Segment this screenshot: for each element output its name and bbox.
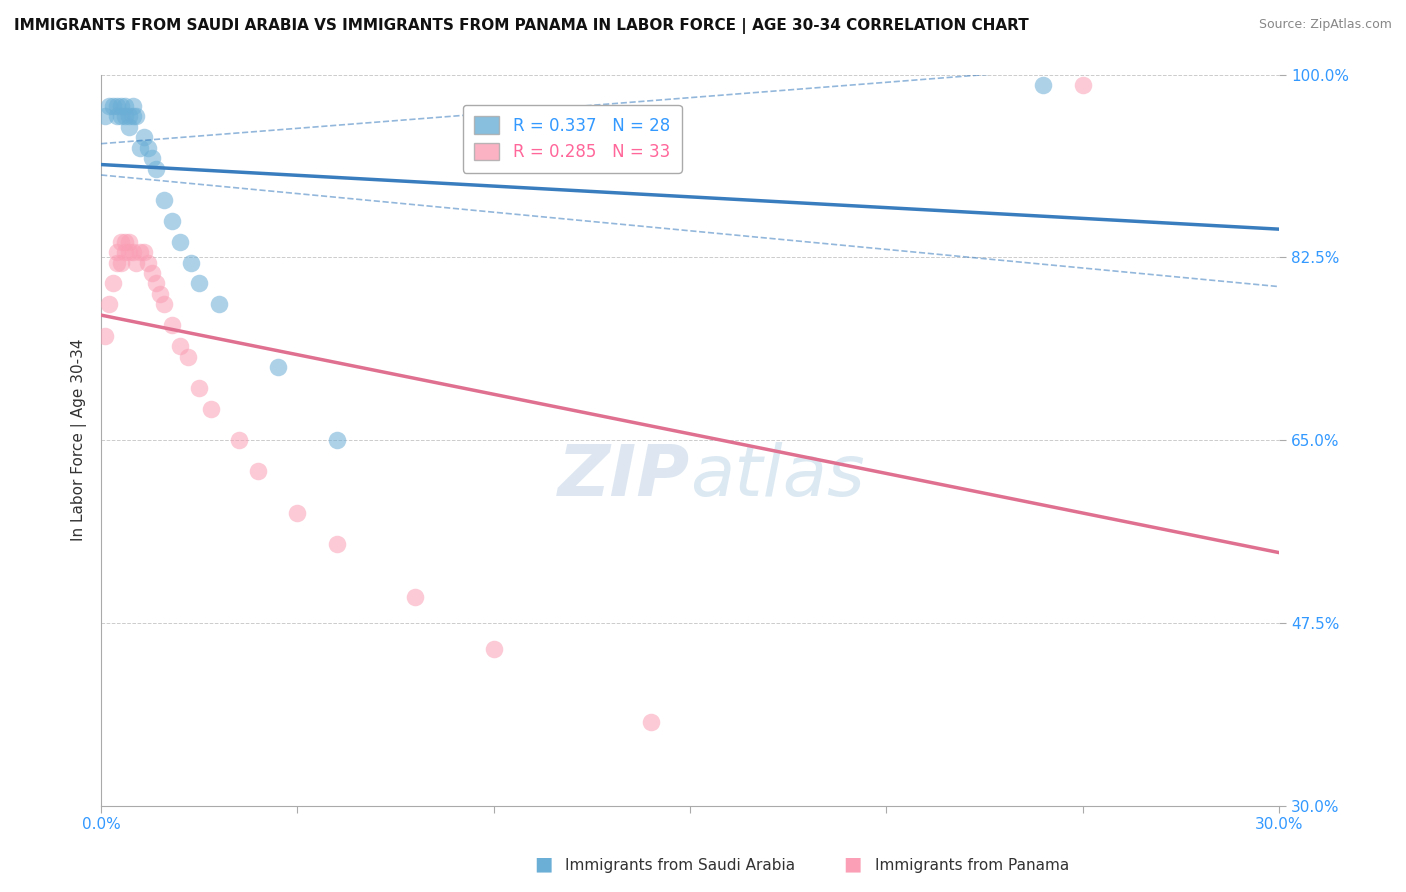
Point [105, 255, 128, 269]
Point [94, 328, 117, 343]
Point [180, 255, 202, 269]
Point [105, 99, 128, 113]
Point [110, 235, 132, 249]
Point [98, 99, 121, 113]
Point [121, 109, 143, 123]
Point [200, 401, 222, 416]
Point [101, 277, 124, 291]
Text: Source: ZipAtlas.com: Source: ZipAtlas.com [1258, 18, 1392, 31]
Point [325, 537, 347, 551]
Text: ■: ■ [844, 855, 862, 873]
Point [145, 277, 167, 291]
Point [160, 318, 183, 333]
Point [114, 245, 136, 260]
Point [176, 350, 198, 364]
Legend: R = 0.337   N = 28, R = 0.285   N = 33: R = 0.337 N = 28, R = 0.285 N = 33 [463, 104, 682, 173]
Point [141, 266, 163, 280]
Point [169, 235, 191, 249]
Text: Immigrants from Saudi Arabia: Immigrants from Saudi Arabia [565, 858, 796, 872]
Point [121, 245, 143, 260]
Point [208, 297, 231, 311]
Point [117, 245, 139, 260]
Point [114, 235, 136, 249]
Point [110, 255, 132, 269]
Point [1071, 78, 1094, 92]
Point [114, 99, 136, 113]
Point [125, 255, 148, 269]
Point [160, 213, 183, 227]
Point [404, 590, 426, 604]
Point [110, 99, 132, 113]
Point [121, 99, 143, 113]
Text: IMMIGRANTS FROM SAUDI ARABIA VS IMMIGRANTS FROM PANAMA IN LABOR FORCE | AGE 30-3: IMMIGRANTS FROM SAUDI ARABIA VS IMMIGRAN… [14, 18, 1029, 34]
Point [287, 506, 309, 520]
Point [117, 109, 139, 123]
Point [141, 151, 163, 165]
Point [188, 381, 211, 395]
Point [94, 109, 117, 123]
Text: ZIP: ZIP [558, 442, 690, 511]
Y-axis label: In Labor Force | Age 30-34: In Labor Force | Age 30-34 [72, 339, 87, 541]
Point [110, 109, 132, 123]
Point [169, 339, 191, 353]
Text: atlas: atlas [690, 442, 865, 511]
Point [101, 99, 124, 113]
Point [1032, 78, 1054, 92]
Point [247, 464, 270, 478]
Point [125, 109, 148, 123]
Point [98, 297, 121, 311]
Point [149, 286, 172, 301]
Point [228, 433, 250, 447]
Point [153, 297, 176, 311]
Point [105, 109, 128, 123]
Point [482, 642, 505, 657]
Point [640, 714, 662, 729]
Point [136, 255, 159, 269]
Point [105, 245, 128, 260]
Point [117, 120, 139, 134]
Point [153, 193, 176, 207]
Point [188, 277, 211, 291]
Point [129, 245, 152, 260]
Text: ■: ■ [534, 855, 553, 873]
Point [136, 141, 159, 155]
Point [325, 433, 347, 447]
Point [114, 109, 136, 123]
Point [117, 235, 139, 249]
Point [129, 141, 152, 155]
Point [145, 161, 167, 176]
Text: Immigrants from Panama: Immigrants from Panama [875, 858, 1069, 872]
Point [134, 245, 156, 260]
Point [134, 130, 156, 145]
Point [267, 359, 290, 374]
